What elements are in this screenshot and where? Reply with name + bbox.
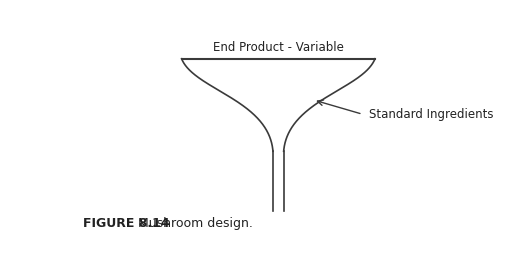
Text: Mushroom design.: Mushroom design. [130,217,253,230]
Text: FIGURE 8.14: FIGURE 8.14 [83,217,169,230]
Text: Standard Ingredients: Standard Ingredients [369,108,493,121]
Text: End Product - Variable: End Product - Variable [213,41,344,54]
